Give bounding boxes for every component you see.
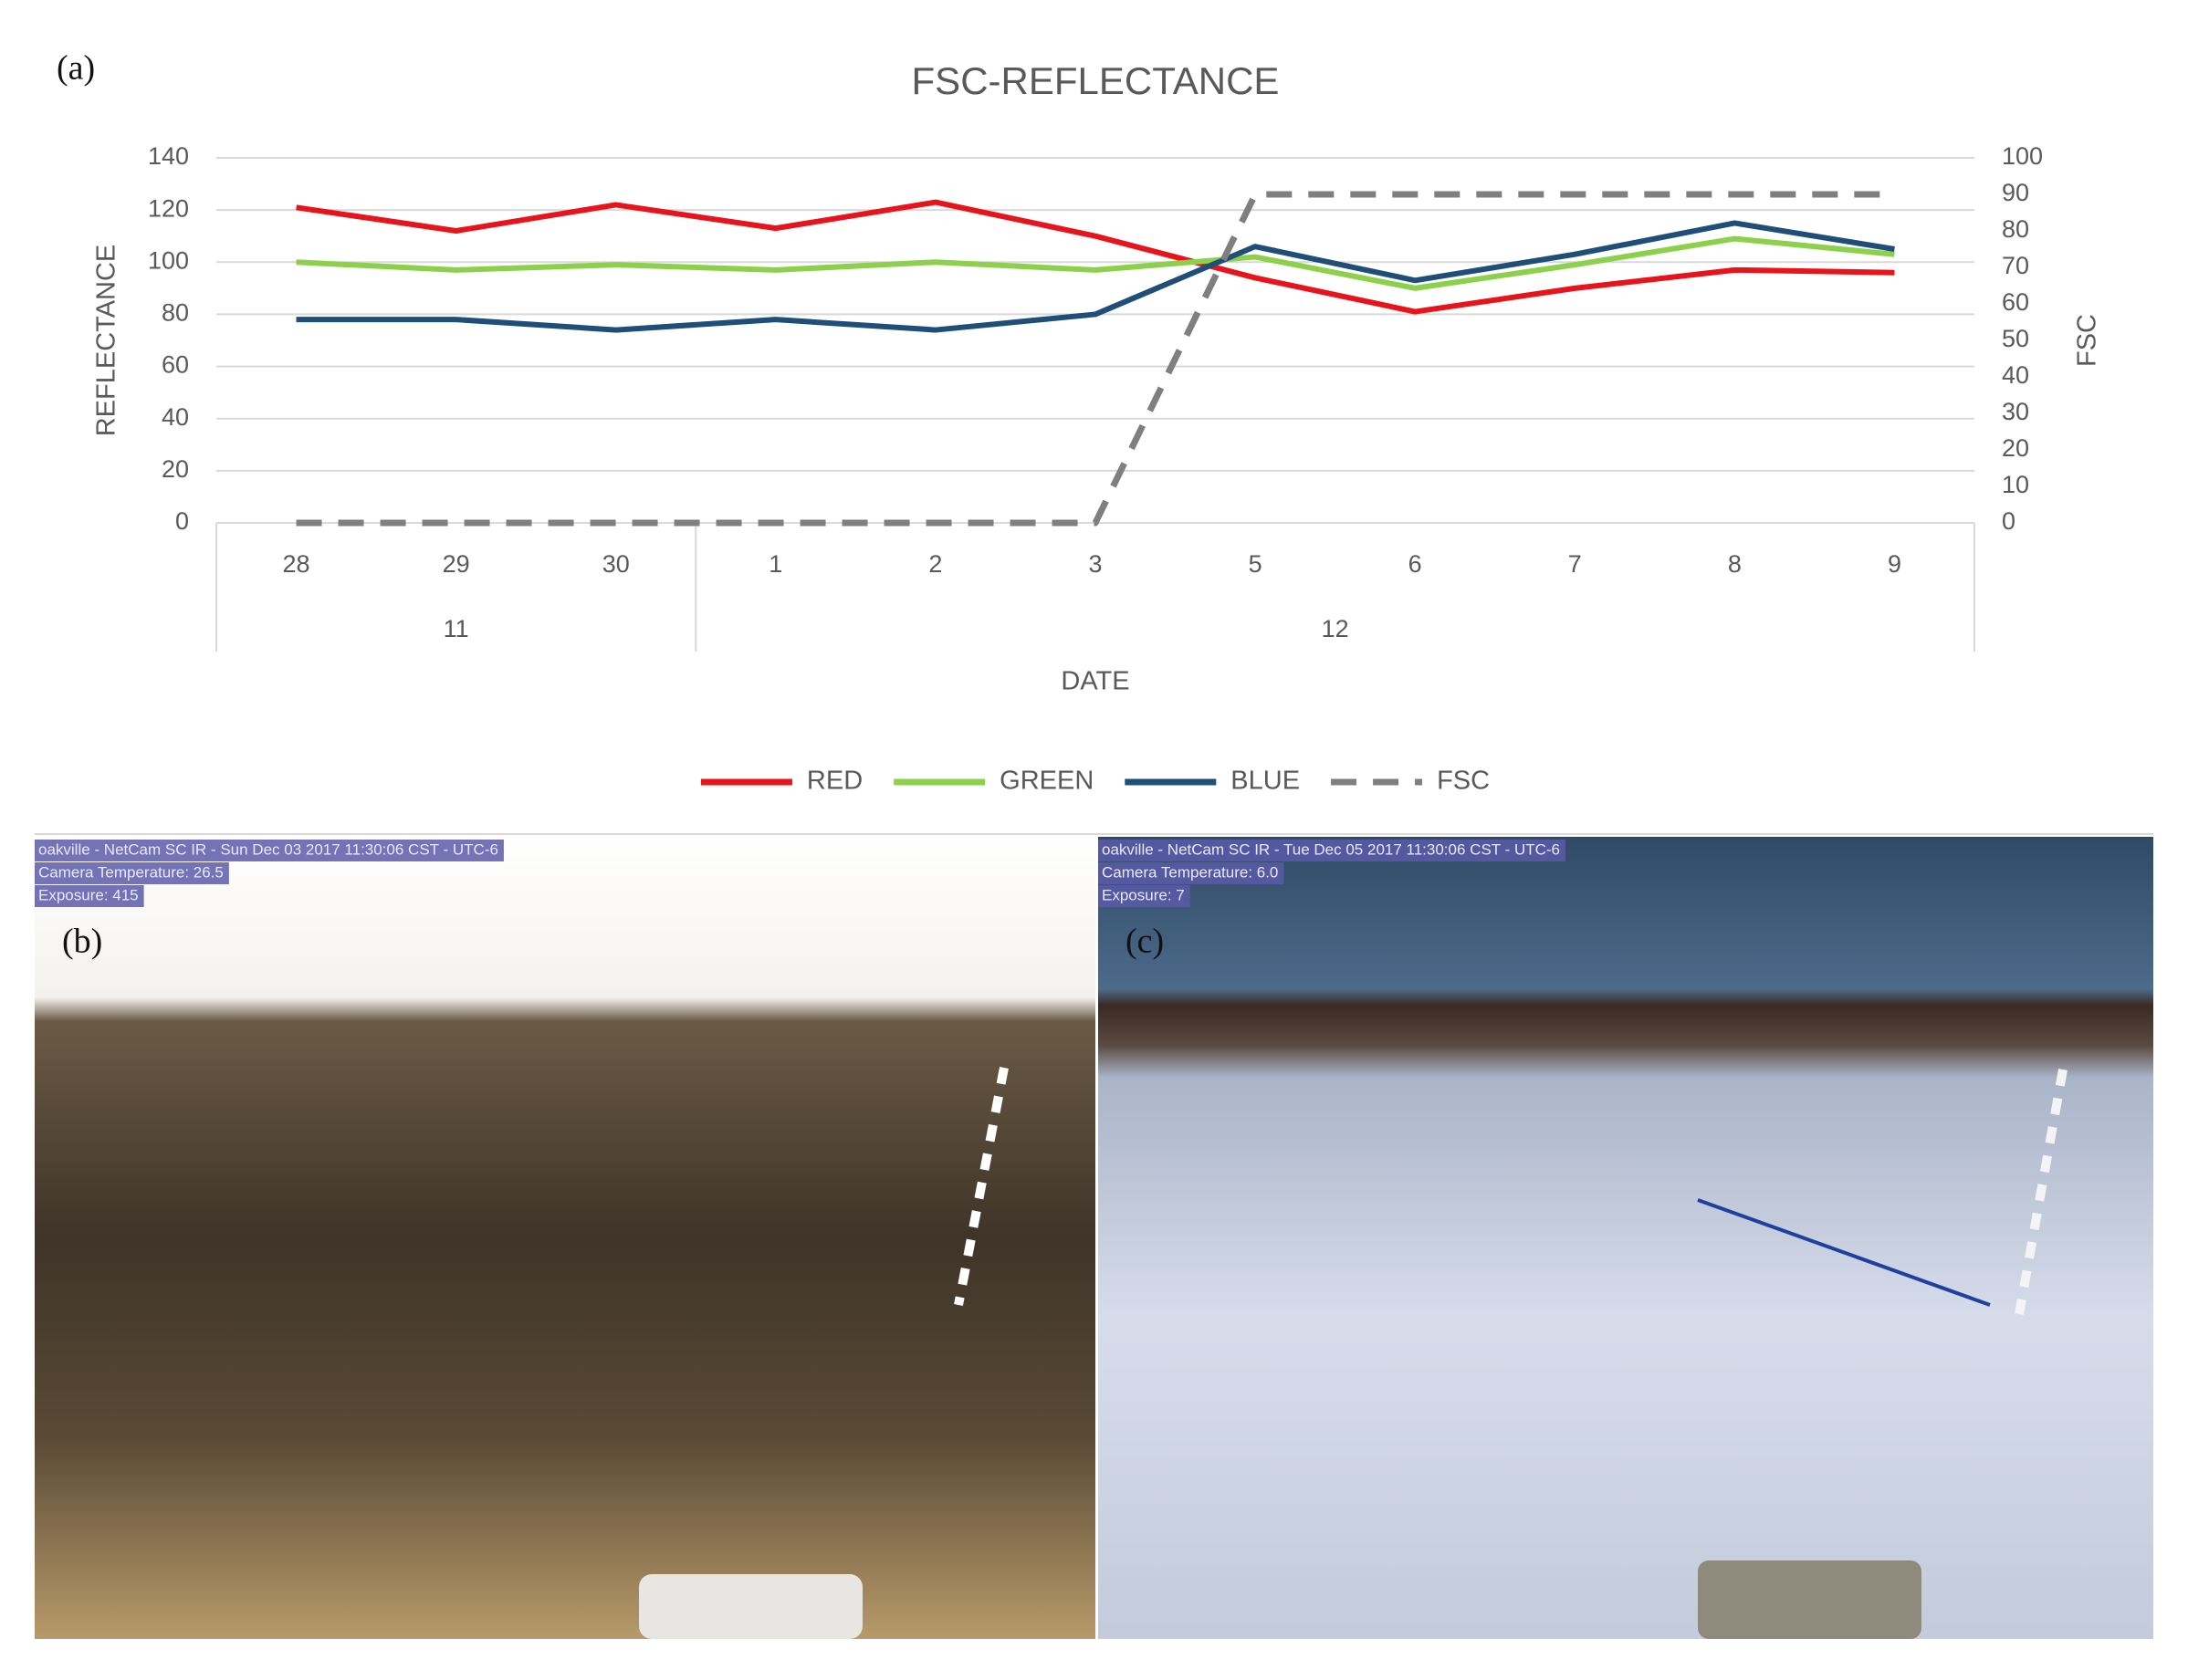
x-group-label: 12 — [1322, 615, 1349, 642]
y2-tick-label: 70 — [2002, 252, 2029, 279]
x-tick-label: 30 — [602, 550, 630, 578]
x-axis-title: DATE — [1061, 667, 1129, 696]
overlay-background — [35, 862, 229, 884]
y-tick-label: 140 — [148, 142, 189, 170]
x-tick-label: 7 — [1568, 550, 1582, 578]
panel-label: (c) — [1125, 923, 1164, 961]
y2-tick-label: 10 — [2002, 471, 2029, 498]
x-tick-label: 29 — [443, 550, 470, 578]
panel-label: (a) — [57, 49, 95, 88]
overlay-text: oakville - NetCam SC IR - Tue Dec 05 201… — [1102, 840, 1560, 858]
photo-c — [1098, 837, 2153, 1639]
photo-c-wire — [1697, 1198, 1991, 1307]
photo-b — [35, 837, 1095, 1639]
overlay-background — [1098, 885, 1190, 907]
overlay-text: oakville - NetCam SC IR - Sun Dec 03 201… — [38, 840, 498, 858]
y2-tick-label: 60 — [2002, 288, 2029, 316]
legend-label: FSC — [1437, 767, 1490, 796]
photo-c-pole — [2015, 1069, 2068, 1315]
y2-tick-label: 0 — [2002, 507, 2015, 535]
x-tick-label: 1 — [769, 550, 782, 578]
y-tick-label: 80 — [162, 299, 189, 327]
legend-label: BLUE — [1230, 767, 1300, 796]
overlay-text: Camera Temperature: 26.5 — [38, 863, 224, 881]
y-tick-label: 60 — [162, 351, 189, 379]
series-line — [296, 220, 1895, 333]
series-line — [296, 199, 1895, 315]
panel-label: (b) — [62, 923, 102, 961]
x-tick-label: 9 — [1888, 550, 1901, 578]
x-tick-label: 6 — [1408, 550, 1422, 578]
photo-b-box — [639, 1574, 863, 1639]
overlay-text: Exposure: 415 — [38, 886, 139, 903]
chart-background — [0, 0, 2188, 835]
legend-label: GREEN — [1000, 767, 1094, 796]
x-tick-label: 3 — [1088, 550, 1102, 578]
photo-texts: oakville - NetCam SC IR - Sun Dec 03 201… — [35, 840, 1566, 961]
y2-tick-label: 100 — [2002, 142, 2043, 170]
y2-axis-title: FSC — [2073, 314, 2102, 367]
y2-tick-label: 90 — [2002, 179, 2029, 206]
overlay-background — [1098, 840, 1566, 861]
x-tick-label: 2 — [928, 550, 942, 578]
photo-c-box — [1698, 1560, 1921, 1639]
y-tick-label: 20 — [162, 455, 189, 483]
x-group-label: 11 — [444, 615, 469, 642]
y-tick-label: 40 — [162, 403, 189, 431]
series-line — [296, 191, 1895, 527]
y2-tick-label: 80 — [2002, 215, 2029, 243]
y2-tick-label: 20 — [2002, 434, 2029, 462]
y-tick-label: 120 — [148, 194, 189, 222]
x-tick-label: 28 — [283, 550, 310, 578]
x-tick-label: 8 — [1728, 550, 1742, 578]
photo-b-pole — [954, 1067, 1009, 1306]
y-axis-title: REFLECTANCE — [92, 245, 121, 437]
x-tick-label: 5 — [1249, 550, 1262, 578]
y-tick-label: 0 — [175, 507, 189, 535]
y2-tick-label: 50 — [2002, 325, 2029, 352]
y2-tick-label: 40 — [2002, 361, 2029, 389]
legend-label: RED — [807, 767, 863, 796]
overlay-background — [1098, 862, 1284, 884]
overlay-background — [35, 840, 504, 861]
overlay-text: Camera Temperature: 6.0 — [1102, 863, 1278, 881]
y-tick-label: 100 — [148, 246, 189, 274]
chart-title: FSC-REFLECTANCE — [912, 59, 1280, 102]
series-line — [296, 235, 1895, 291]
overlay-text: Exposure: 7 — [1102, 886, 1185, 903]
overlay-background — [35, 885, 144, 907]
y2-tick-label: 30 — [2002, 398, 2029, 425]
